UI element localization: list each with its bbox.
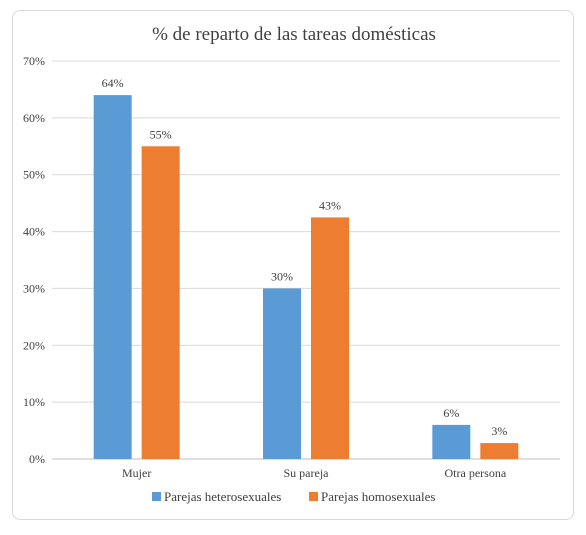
data-label: 3% — [491, 424, 507, 438]
bar — [93, 95, 132, 459]
category-label: Su pareja — [284, 466, 330, 480]
y-axis-tick-labels: 0% 10% 20% 30% 40% 50% 60% 70% — [23, 54, 45, 466]
y-tick-label: 40% — [23, 225, 45, 239]
y-tick-label: 30% — [23, 281, 45, 295]
gridlines — [52, 60, 560, 460]
bars — [93, 95, 519, 460]
y-tick-label: 50% — [23, 168, 45, 182]
legend: Parejas heterosexuales Parejas homosexual… — [152, 489, 435, 504]
data-labels: 64% 55% 30% 43% 6% 3% — [102, 76, 508, 438]
y-tick-label: 60% — [23, 111, 45, 125]
legend-swatch — [152, 492, 161, 501]
legend-entry: Parejas homosexuales — [321, 489, 435, 504]
category-label: Otra persona — [445, 466, 507, 480]
data-label: 64% — [102, 76, 124, 90]
data-label: 43% — [319, 198, 341, 212]
bar — [141, 146, 180, 460]
y-tick-label: 20% — [23, 338, 45, 352]
bar — [311, 217, 349, 459]
bar — [480, 443, 519, 459]
chart-title: % de reparto de las tareas domésticas — [152, 24, 436, 45]
x-axis-category-labels: Mujer Su pareja Otra persona — [122, 466, 507, 480]
category-label: Mujer — [122, 466, 151, 480]
bar — [432, 424, 471, 459]
legend-entry: Parejas heterosexuales — [164, 489, 281, 504]
legend-swatch — [309, 492, 318, 501]
y-tick-label: 70% — [23, 54, 45, 68]
data-label: 55% — [150, 127, 172, 141]
data-label: 30% — [271, 269, 293, 283]
bar — [263, 288, 301, 459]
data-label: 6% — [443, 406, 459, 420]
y-tick-label: 0% — [29, 452, 45, 466]
y-tick-label: 10% — [23, 395, 45, 409]
